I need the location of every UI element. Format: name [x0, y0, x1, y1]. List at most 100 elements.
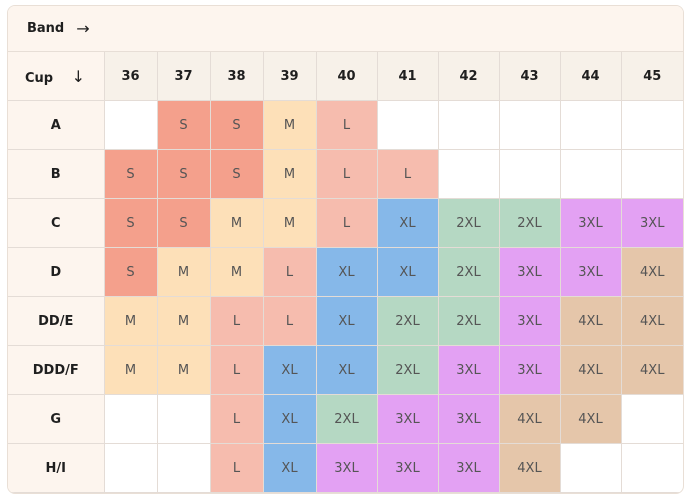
size-cell: 2XL: [437, 198, 500, 248]
band-size-header: 42: [437, 52, 500, 101]
cup-row: DD/E M M L L XL 2XL 2XL 3XL 4XL 4XL: [8, 296, 683, 346]
band-size-header: 38: [209, 52, 264, 101]
size-cell: M: [103, 345, 158, 395]
size-cell: M: [262, 149, 317, 199]
size-cell: M: [209, 198, 264, 248]
size-cell: S: [156, 198, 211, 248]
size-cell: S: [209, 100, 264, 150]
cup-size-header: C: [8, 198, 105, 248]
size-cell: S: [156, 100, 211, 150]
size-cell: XL: [262, 394, 317, 444]
size-cell: XL: [315, 345, 378, 395]
size-cell: XL: [376, 198, 439, 248]
band-size-header: 39: [262, 52, 317, 101]
down-arrow-icon: ↓: [71, 66, 86, 86]
band-size-header: 36: [103, 52, 158, 101]
cup-row: H/I L XL 3XL 3XL 3XL 4XL: [8, 443, 683, 493]
band-label: Band: [27, 21, 65, 36]
size-cell: M: [156, 296, 211, 346]
size-cell: 2XL: [376, 345, 439, 395]
band-size-header: 40: [315, 52, 378, 101]
band-size-header: 41: [376, 52, 439, 101]
size-cell: L: [315, 100, 378, 150]
band-size-header: 43: [498, 52, 561, 101]
size-cell: 4XL: [498, 394, 561, 444]
size-cell: [620, 443, 683, 493]
size-cell: 3XL: [315, 443, 378, 493]
size-cell: L: [262, 296, 317, 346]
size-cell: [620, 149, 683, 199]
size-cell: L: [209, 296, 264, 346]
size-cell: 4XL: [559, 394, 622, 444]
size-cell: [620, 394, 683, 444]
size-cell: S: [103, 198, 158, 248]
size-cell: 2XL: [376, 296, 439, 346]
size-cell: 4XL: [620, 296, 683, 346]
size-cell: [103, 100, 158, 150]
size-cell: 3XL: [376, 443, 439, 493]
band-size-row: Cup ↓ 36 37 38 39 40 41 42 43 44 45: [8, 52, 683, 101]
size-cell: [437, 149, 500, 199]
cup-row: C S S M M L XL 2XL 2XL 3XL 3XL: [8, 198, 683, 248]
size-cell: 4XL: [620, 345, 683, 395]
size-cell: 4XL: [559, 345, 622, 395]
size-cell: XL: [315, 296, 378, 346]
size-cell: M: [262, 198, 317, 248]
size-cell: 3XL: [498, 247, 561, 297]
size-cell: L: [209, 394, 264, 444]
size-cell: [437, 100, 500, 150]
size-cell: 2XL: [437, 296, 500, 346]
band-size-header: 45: [620, 52, 683, 101]
size-cell: L: [376, 149, 439, 199]
size-cell: S: [103, 149, 158, 199]
size-cell: [559, 149, 622, 199]
size-cell: M: [262, 100, 317, 150]
size-cell: S: [156, 149, 211, 199]
size-cell: S: [103, 247, 158, 297]
size-cell: L: [315, 149, 378, 199]
size-cell: [103, 443, 158, 493]
size-cell: XL: [262, 443, 317, 493]
cup-header: Cup ↓: [8, 52, 105, 101]
size-cell: [498, 100, 561, 150]
size-cell: 2XL: [498, 198, 561, 248]
cup-row: D S M M L XL XL 2XL 3XL 3XL 4XL: [8, 247, 683, 297]
size-cell: XL: [315, 247, 378, 297]
size-cell: 3XL: [559, 247, 622, 297]
size-cell: [559, 443, 622, 493]
size-cell: XL: [262, 345, 317, 395]
size-cell: 3XL: [498, 345, 561, 395]
cup-size-header: G: [8, 394, 105, 444]
size-cell: 4XL: [620, 247, 683, 297]
size-cell: 3XL: [437, 394, 500, 444]
size-cell: M: [156, 247, 211, 297]
size-cell: [103, 394, 158, 444]
size-cell: 3XL: [498, 296, 561, 346]
size-cell: 4XL: [498, 443, 561, 493]
size-cell: M: [156, 345, 211, 395]
size-cell: 2XL: [315, 394, 378, 444]
cup-size-header: DDD/F: [8, 345, 105, 395]
size-cell: [620, 100, 683, 150]
cup-row: DDD/F M M L XL XL 2XL 3XL 3XL 4XL 4XL: [8, 345, 683, 395]
size-cell: L: [209, 345, 264, 395]
size-cell: S: [209, 149, 264, 199]
right-arrow-icon: →: [76, 19, 90, 38]
size-cell: 3XL: [620, 198, 683, 248]
cup-size-header: B: [8, 149, 105, 199]
cup-size-header: D: [8, 247, 105, 297]
size-cell: [156, 443, 211, 493]
size-cell: [559, 100, 622, 150]
band-size-header: 37: [156, 52, 211, 101]
size-cell: [498, 149, 561, 199]
size-cell: [376, 100, 439, 150]
size-cell: 3XL: [376, 394, 439, 444]
size-cell: 3XL: [437, 345, 500, 395]
cup-label: Cup: [25, 70, 54, 86]
size-cell: L: [315, 198, 378, 248]
size-cell: 3XL: [437, 443, 500, 493]
cup-size-header: A: [8, 100, 105, 150]
